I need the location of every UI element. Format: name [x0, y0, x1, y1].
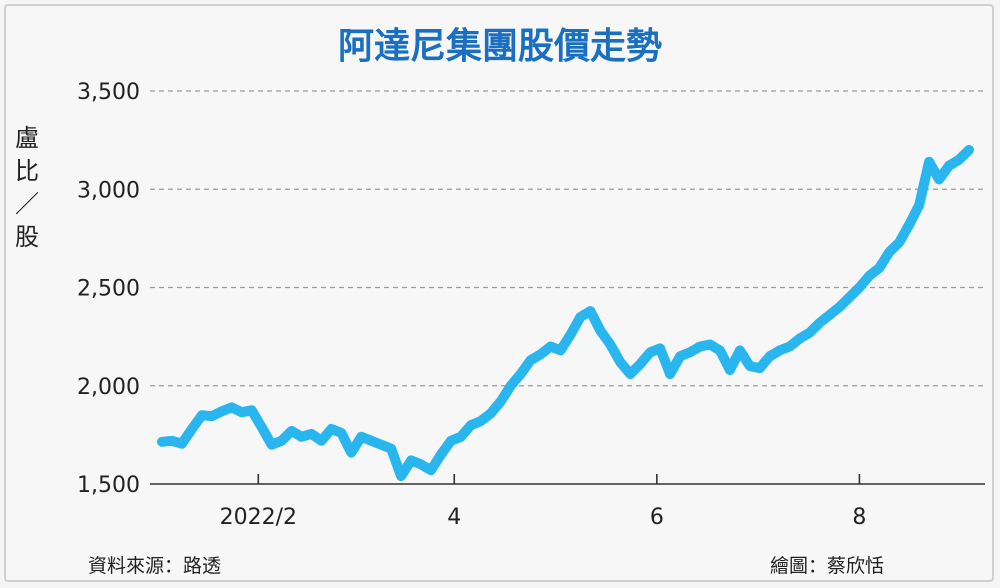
credit-note: 繪圖：蔡欣恬: [770, 555, 884, 577]
y-tick-label: 1,500: [77, 473, 140, 498]
x-tick-label: 8: [852, 505, 866, 530]
y-axis-label-char: 盧: [15, 124, 39, 152]
y-tick-label: 3,000: [77, 178, 140, 203]
y-axis-ticks: 1,500 2,000 2,500 3,000 3,500: [77, 80, 140, 498]
y-tick-label: 2,500: [77, 277, 140, 302]
y-tick-label: 2,000: [77, 375, 140, 400]
chart-frame: [4, 4, 994, 582]
y-axis-label: 盧比 ／ 股: [15, 124, 39, 251]
grid-lines: [150, 90, 985, 387]
chart-title: 阿達尼集團股價走勢: [338, 26, 662, 67]
x-tick-label: 4: [447, 505, 461, 530]
y-axis-label-char: 股: [15, 223, 39, 251]
x-axis: 2022/2 4 6 8: [150, 474, 985, 530]
price-series-line: [157, 144, 974, 482]
y-axis-label-char: ／: [15, 190, 39, 218]
source-note: 資料來源：路透: [88, 555, 221, 577]
y-axis-label-char: 比: [15, 157, 39, 185]
x-tick-label: 2022/2: [220, 505, 297, 530]
x-tick-label: 6: [650, 505, 664, 530]
series-group: [157, 144, 974, 482]
y-tick-label: 3,500: [77, 80, 140, 105]
